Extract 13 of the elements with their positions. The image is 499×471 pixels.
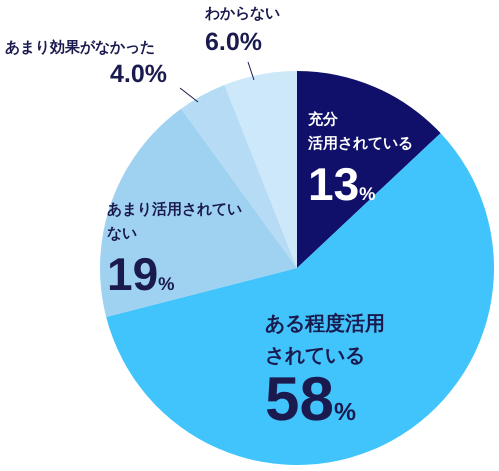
- slice-label: 充分活用されている: [307, 110, 413, 152]
- slice-label: あまり活用されていない: [107, 200, 242, 242]
- pie-slice: [181, 84, 297, 268]
- pie-slice: [106, 133, 494, 465]
- pie-slice: [224, 71, 297, 268]
- slice-label: ある程度活用されている: [265, 311, 385, 367]
- data-label: 19%: [107, 248, 175, 300]
- slice-label: わからない: [204, 4, 280, 22]
- data-label: 58%: [265, 365, 356, 434]
- data-label: 4.0%: [110, 60, 167, 88]
- data-label: 13%: [308, 158, 376, 210]
- slice-label: あまり効果がなかった: [5, 38, 155, 56]
- data-label: 6.0%: [205, 28, 262, 56]
